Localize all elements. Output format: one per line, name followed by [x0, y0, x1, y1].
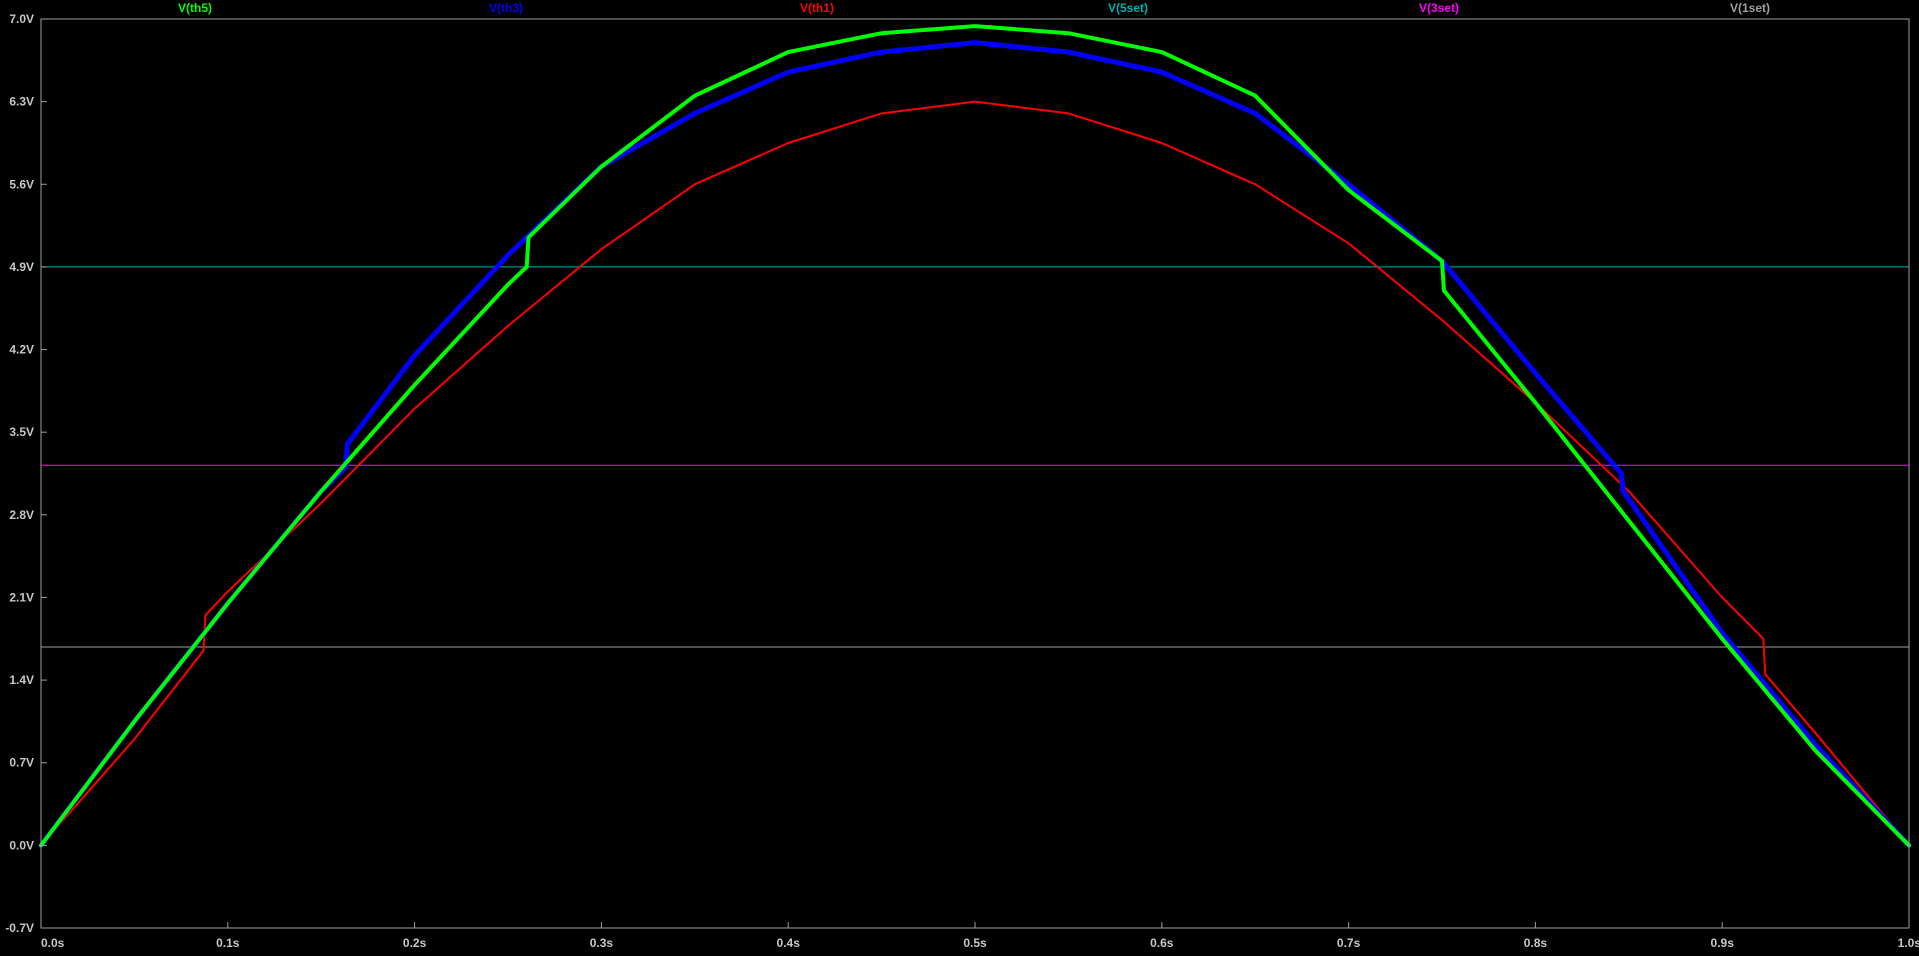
legend-entry-v-5set[interactable]: V(5set)	[1108, 1, 1148, 15]
y-tick-label: 2.8V	[9, 508, 34, 522]
trace-layer	[38, 24, 1912, 848]
x-tick-label: 1.0s	[1898, 936, 1919, 950]
trace-v-th1[interactable]	[40, 100, 1910, 847]
legend-entry-v-1set[interactable]: V(1set)	[1730, 1, 1770, 15]
legend-entry-v-3set[interactable]: V(3set)	[1419, 1, 1459, 15]
x-tick-label: 0.7s	[1337, 936, 1361, 950]
y-tick-label: 1.4V	[9, 673, 34, 687]
y-tick-label: 5.6V	[9, 177, 34, 191]
x-tick-label: 0.2s	[403, 936, 427, 950]
y-tick-label: 0.0V	[9, 838, 34, 852]
x-tick-label: 0.3s	[590, 936, 614, 950]
x-tick-label: 0.9s	[1711, 936, 1735, 950]
x-tick-label: 0.1s	[216, 936, 240, 950]
y-tick-label: 6.3V	[9, 95, 34, 109]
y-tick-label: 0.7V	[9, 756, 34, 770]
y-tick-label: 2.1V	[9, 590, 34, 604]
legend: V(th5) V(th3) V(th1) V(5set) V(3set) V(1set)	[178, 1, 1770, 15]
legend-entry-v-th3[interactable]: V(th3)	[489, 1, 523, 15]
y-tick-label: 3.5V	[9, 425, 34, 439]
trace-v-th3[interactable]	[38, 40, 1912, 848]
x-tick-label: 0.0s	[41, 936, 65, 950]
legend-entry-v-th1[interactable]: V(th1)	[800, 1, 834, 15]
legend-entry-v-th5[interactable]: V(th5)	[178, 1, 212, 15]
x-tick-label: 0.6s	[1150, 936, 1174, 950]
x-tick-label: 0.8s	[1524, 936, 1548, 950]
y-tick-label: 4.9V	[9, 260, 34, 274]
y-tick-label: 4.2V	[9, 343, 34, 357]
y-tick-label: 7.0V	[9, 12, 34, 26]
y-tick-label: -0.7V	[5, 921, 34, 935]
trace-v-th5[interactable]	[39, 24, 1911, 848]
axes-layer: 7.0V 6.3V 5.6V 4.9V 4.2V 3.5V 2.8V 2.1V 1.4V 0.7V…	[5, 12, 1919, 950]
x-tick-label: 0.4s	[777, 936, 801, 950]
x-tick-label: 0.5s	[963, 936, 987, 950]
